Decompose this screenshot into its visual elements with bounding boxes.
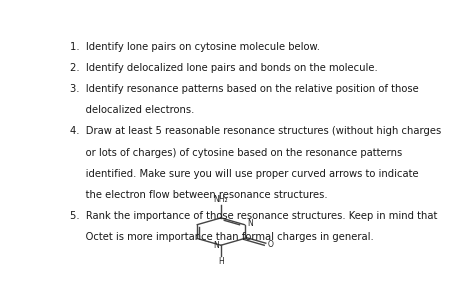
- Text: N: N: [248, 219, 254, 228]
- Text: or lots of charges) of cytosine based on the resonance patterns: or lots of charges) of cytosine based on…: [70, 147, 402, 158]
- Text: 2.  Identify delocalized lone pairs and bonds on the molecule.: 2. Identify delocalized lone pairs and b…: [70, 63, 378, 73]
- Text: delocalized electrons.: delocalized electrons.: [70, 105, 195, 115]
- Text: 4.  Draw at least 5 reasonable resonance structures (without high charges: 4. Draw at least 5 reasonable resonance …: [70, 126, 441, 136]
- Text: 5.  Rank the importance of those resonance structures. Keep in mind that: 5. Rank the importance of those resonanc…: [70, 211, 438, 221]
- Text: 3.  Identify resonance patterns based on the relative position of those: 3. Identify resonance patterns based on …: [70, 84, 419, 94]
- Text: H: H: [218, 257, 224, 266]
- Text: identified. Make sure you will use proper curved arrows to indicate: identified. Make sure you will use prope…: [70, 169, 419, 179]
- Text: 1.  Identify lone pairs on cytosine molecule below.: 1. Identify lone pairs on cytosine molec…: [70, 42, 320, 52]
- Text: O: O: [268, 240, 274, 249]
- Text: the electron flow between resonance structures.: the electron flow between resonance stru…: [70, 190, 328, 200]
- Text: N: N: [213, 241, 219, 250]
- Text: Octet is more importance than formal charges in general.: Octet is more importance than formal cha…: [70, 232, 374, 242]
- Text: NH₂: NH₂: [214, 195, 228, 204]
